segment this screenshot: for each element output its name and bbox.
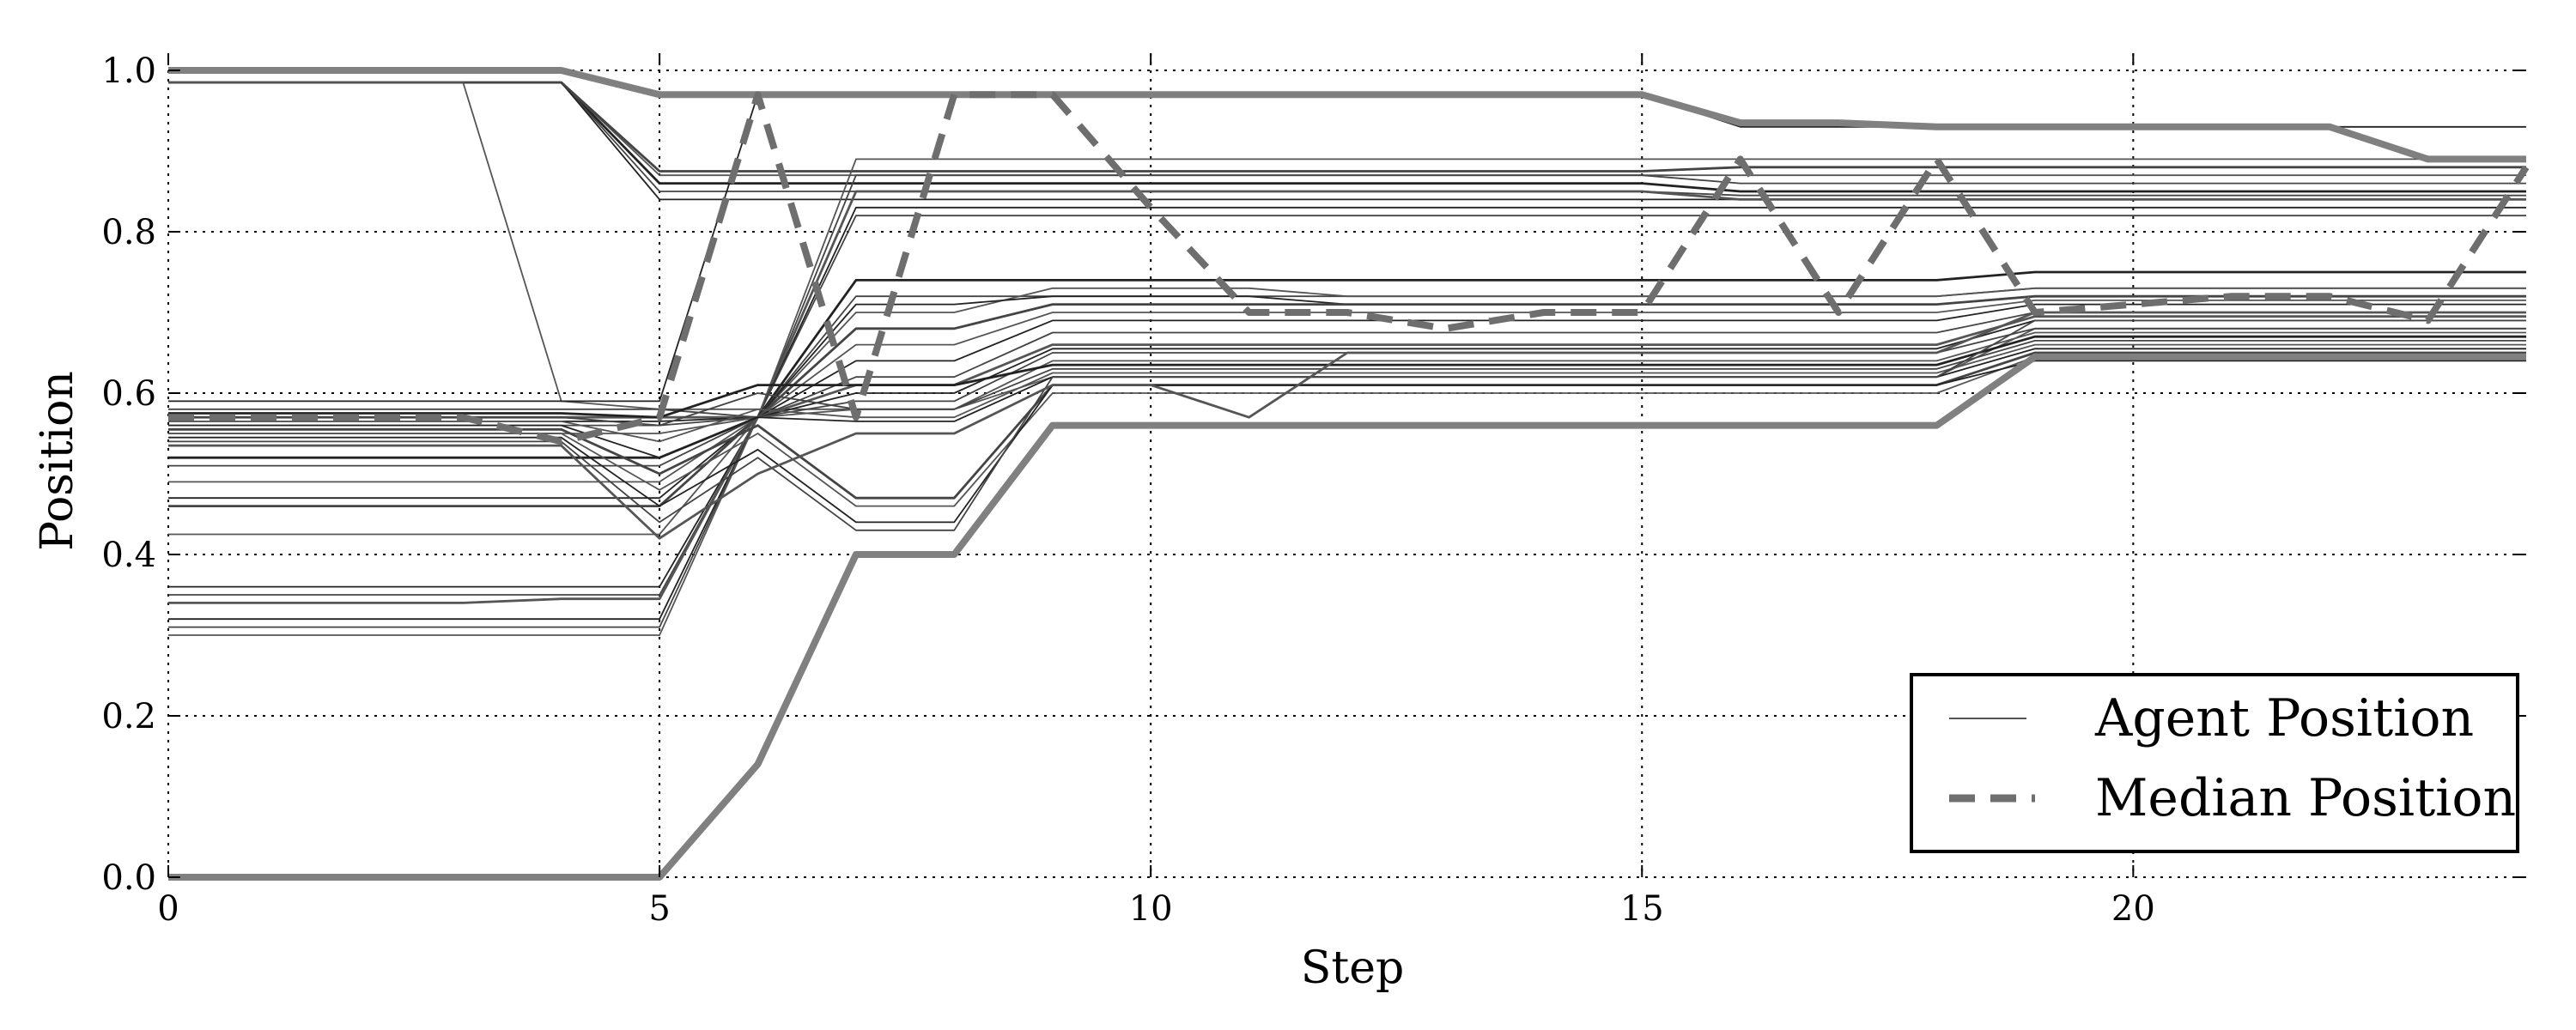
y-tick-label-0.2: 0.2 — [101, 697, 156, 736]
highlight-agent-line-1 — [168, 67, 2526, 163]
agent-line-25 — [168, 335, 2526, 419]
legend-frame — [1910, 673, 2519, 853]
x-axis-label: Step — [1301, 942, 1405, 994]
agent-line-19 — [168, 303, 2526, 588]
agent-line-16 — [168, 295, 2526, 500]
y-axis-label: Position — [32, 371, 83, 551]
x-tick-label-10: 10 — [1129, 889, 1173, 929]
agent-line-21 — [168, 315, 2526, 604]
x-tick-label-15: 15 — [1620, 889, 1664, 929]
y-tick-label-0.6: 0.6 — [101, 374, 156, 414]
legend-median-label: Median Position — [2095, 768, 2516, 828]
x-tick-label-20: 20 — [2111, 889, 2155, 929]
agent-line-26 — [168, 340, 2526, 427]
y-tick-label-1.0: 1.0 — [101, 52, 156, 91]
agent-line-24 — [168, 331, 2526, 636]
agent-line-8 — [168, 174, 2526, 419]
agent-line-13 — [168, 270, 2526, 459]
median-line — [168, 91, 2530, 445]
agent-line-31 — [168, 360, 2526, 524]
series-layer — [168, 67, 2530, 881]
agent-line-4 — [168, 82, 2526, 201]
highlight-agent-line-2 — [168, 353, 2526, 881]
agent-line-33 — [168, 311, 2526, 540]
y-tick-label-0.4: 0.4 — [101, 536, 156, 575]
legend: Agent Position Median Position — [1910, 673, 2519, 853]
agent-line-17 — [168, 294, 2526, 507]
x-tick-label-0: 0 — [157, 889, 179, 929]
agent-line-5 — [168, 81, 2526, 173]
agent-line-27 — [168, 343, 2526, 443]
y-tick-label-0.0: 0.0 — [101, 858, 156, 898]
axes-layer: 0 5 10 15 20 0.0 0.2 0.4 0.6 0.8 1.0 — [101, 52, 2526, 929]
legend-agent-label: Agent Position — [2094, 688, 2474, 748]
y-tick-label-0.8: 0.8 — [101, 213, 156, 252]
x-tick-label-5: 5 — [648, 889, 670, 929]
agent-line-2 — [168, 82, 2526, 197]
agent-line-15 — [168, 287, 2526, 483]
